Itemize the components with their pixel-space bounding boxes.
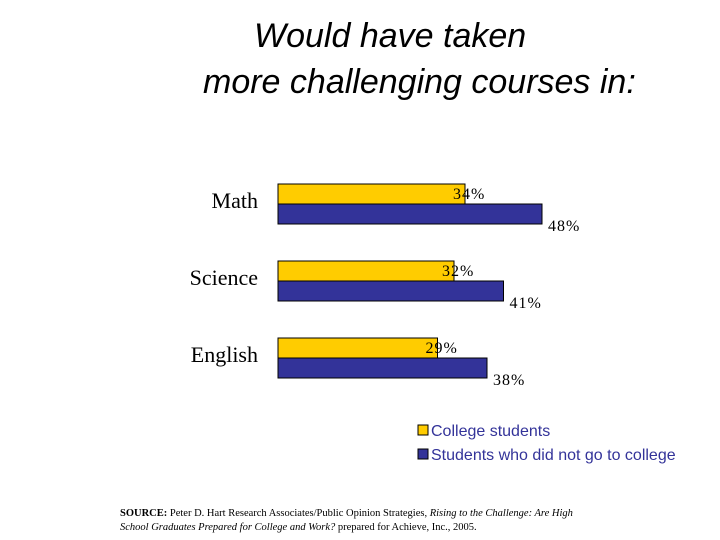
source-label: SOURCE: [120,508,168,519]
legend-label-noncollege: Students who did not go to college [431,447,676,464]
data-label-science-college: 32% [442,263,474,280]
data-label-math-college: 34% [453,186,485,203]
category-label-math: Math [212,188,258,213]
data-label-science-noncollege: 41% [510,295,542,312]
bar-math-noncollege [277,203,543,225]
chart-title-line-1: Would have taken [254,17,527,55]
category-label-science: Science [190,265,258,290]
chart-title-line-2: more challenging courses in: [203,63,636,101]
category-label-english: English [191,342,258,367]
source-note: SOURCE: Peter D. Hart Research Associate… [120,507,590,535]
legend-swatch-college [417,424,429,436]
bar-science-noncollege [277,280,504,302]
source-text-end: prepared for Achieve, Inc., 2005. [337,522,477,533]
data-label-english-college: 29% [426,340,458,357]
bar-english-college [277,337,438,359]
bar-math-college [277,183,466,205]
data-label-english-noncollege: 38% [493,372,525,389]
data-label-math-noncollege: 48% [548,218,580,235]
source-publication-title: Rising to the Challenge: Are High School… [120,508,573,533]
legend-swatch-noncollege [417,448,429,460]
legend-label-college: College students [431,423,550,440]
bar-science-college [277,260,455,282]
bar-english-noncollege [277,357,488,379]
source-text: Peter D. Hart Research Associates/Public… [169,508,428,519]
